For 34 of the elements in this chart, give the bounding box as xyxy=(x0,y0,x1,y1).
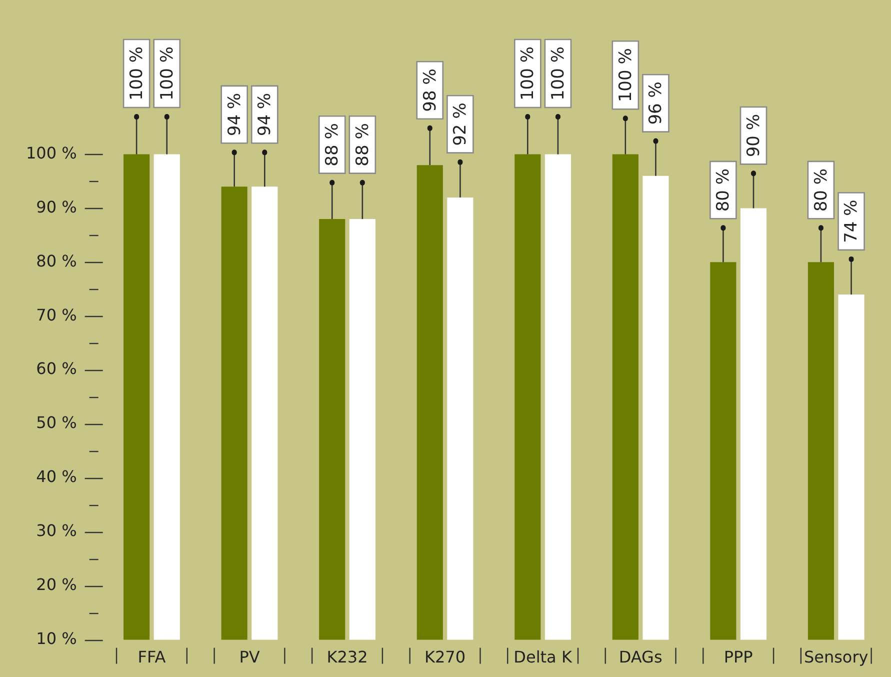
x-tick-label: FFA xyxy=(138,648,166,667)
x-tick-label: Sensory xyxy=(804,648,868,667)
x-tick-label: PV xyxy=(239,648,260,667)
y-tick-label: 60 % xyxy=(36,359,77,378)
x-tick-label: DAGs xyxy=(618,648,662,667)
data-label: 98 % xyxy=(420,68,440,112)
data-label: 100 % xyxy=(157,46,178,101)
data-label: 90 % xyxy=(744,114,764,158)
y-tick-label: 40 % xyxy=(36,467,77,486)
y-tick-label: 100 % xyxy=(26,143,77,162)
y-tick-label: 90 % xyxy=(36,197,77,216)
data-label: 80 % xyxy=(811,168,832,212)
y-tick-label: 80 % xyxy=(36,251,77,270)
data-label: 94 % xyxy=(224,92,245,136)
data-label: 88 % xyxy=(352,123,373,166)
data-label: 80 % xyxy=(714,168,734,212)
x-tick-label: PPP xyxy=(724,648,754,667)
y-tick-label: 30 % xyxy=(36,521,77,540)
data-label: 74 % xyxy=(842,200,862,243)
data-label: 100 % xyxy=(518,46,538,101)
data-label: 92 % xyxy=(450,102,471,146)
y-tick-label: 20 % xyxy=(36,575,77,594)
data-label: 94 % xyxy=(255,92,276,136)
x-tick-label: K232 xyxy=(326,648,368,667)
data-label: 88 % xyxy=(322,123,343,166)
x-tick-label: K270 xyxy=(424,648,466,667)
x-tick-label: Delta K xyxy=(514,648,572,667)
data-label: 100 % xyxy=(548,46,568,101)
y-tick-label: 10 % xyxy=(36,628,77,648)
y-tick-label: 50 % xyxy=(36,413,77,432)
y-tick-label: 70 % xyxy=(36,305,77,324)
data-label: 96 % xyxy=(646,82,666,125)
data-label: 100 % xyxy=(126,46,147,101)
data-label: 100 % xyxy=(616,48,636,102)
